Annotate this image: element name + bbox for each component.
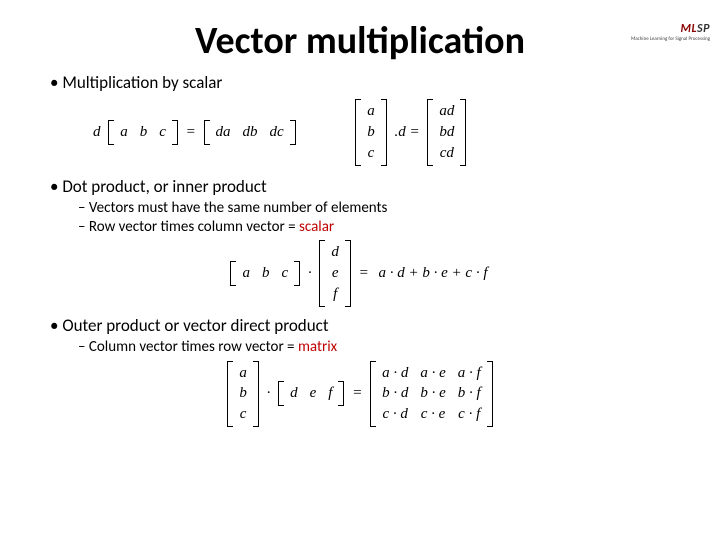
sub-list-dot: Vectors must have the same number of ele…	[50, 199, 670, 237]
dot-row-vector: a b c	[230, 261, 300, 286]
scalar-highlight: scalar	[299, 218, 334, 236]
bullet-outer-product: Outer product or vector direct product	[50, 315, 670, 336]
dot-col-vector: d e f	[319, 240, 351, 306]
sub-row-times-col: Row vector times column vector = scalar	[78, 218, 670, 237]
sub-list-outer: Column vector times row vector = matrix	[50, 338, 670, 357]
content-area: Multiplication by scalar d a b c = da db…	[0, 64, 720, 427]
page-title: Vector multiplication	[0, 18, 720, 64]
equation-outer-product: a b c · d e f = a · d a · e a · f b · d …	[50, 361, 670, 427]
outer-row-vector: d e f	[278, 381, 344, 406]
col-vector-abc: a b c	[355, 99, 387, 165]
row-vector-result: da db dc	[204, 120, 296, 145]
row-vector-abc: a b c	[108, 120, 178, 145]
sub-same-elements: Vectors must have the same number of ele…	[78, 199, 670, 218]
scalar-d: d	[90, 123, 104, 142]
bullet-list-3: Outer product or vector direct product	[50, 315, 670, 336]
sub-col-times-row: Column vector times row vector = matrix	[78, 338, 670, 357]
outer-result-matrix: a · d a · e a · f b · d b · e b · f c · …	[370, 361, 493, 427]
bullet-list-2: Dot product, or inner product	[50, 176, 670, 197]
bullet-dot-product: Dot product, or inner product	[50, 176, 670, 197]
outer-col-vector: a b c	[227, 361, 259, 427]
slide: MLSP Machine Learning for Signal Process…	[0, 18, 720, 540]
col-vector-result: ad bd cd	[427, 99, 466, 165]
dot-result: a · d + b · e + c · f	[376, 264, 491, 283]
bullet-scalar-mult: Multiplication by scalar	[50, 72, 670, 93]
logo-subtitle: Machine Learning for Signal Processing	[631, 36, 710, 42]
logo-ml: ML	[680, 22, 697, 36]
equation-scalar: d a b c = da db dc a b c	[50, 99, 670, 165]
logo: MLSP	[680, 22, 710, 36]
logo-sp: SP	[697, 22, 710, 36]
matrix-highlight: matrix	[298, 338, 337, 356]
bullet-list: Multiplication by scalar	[50, 72, 670, 93]
equation-dot-product: a b c · d e f = a · d + b · e + c · f	[50, 240, 670, 306]
